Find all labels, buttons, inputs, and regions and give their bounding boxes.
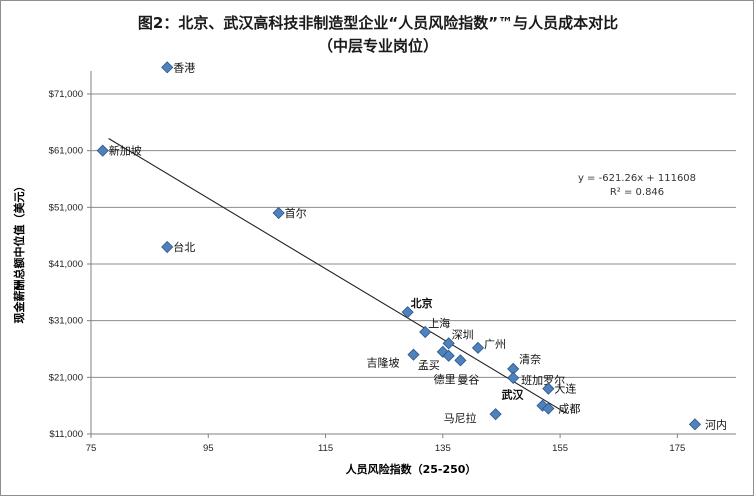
data-point-marker [407, 348, 420, 361]
data-point-label: 成都 [558, 403, 580, 416]
x-tick-label: 115 [318, 443, 333, 454]
y-tick-label: $61,000 [49, 146, 83, 157]
data-point-marker [507, 371, 520, 384]
data-point-label: 大连 [554, 382, 576, 396]
x-tick-label: 75 [86, 443, 97, 454]
data-point-label: 北京 [411, 296, 433, 310]
x-tick-labels: 75 95 115 135 155 175 [86, 434, 685, 454]
data-point-marker [542, 402, 555, 415]
x-axis-title: 人员风险指数（25-250） [346, 462, 477, 476]
data-point-marker [401, 306, 414, 319]
data-point-label: 香港 [173, 61, 195, 74]
y-tick-label: $31,000 [49, 316, 83, 327]
y-tick-label: $71,000 [49, 89, 83, 100]
data-point-label: 新加坡 [109, 144, 142, 158]
y-tick-label: $11,000 [49, 429, 83, 440]
data-point-label: 德里 [434, 372, 456, 386]
trendline-equation: y = -621.26x + 111608 [578, 173, 696, 184]
y-tick-label: $51,000 [49, 202, 83, 213]
trendline [108, 138, 567, 414]
data-point-marker [442, 349, 455, 362]
data-point-label: 武汉 [502, 388, 525, 402]
chart-title: 图2：北京、武汉高科技非制造型企业“人员风险指数”™与人员成本对比 [138, 14, 618, 32]
data-point-label: 马尼拉 [444, 411, 477, 425]
data-point-label: 吉隆坡 [367, 356, 400, 370]
x-tick-label: 95 [203, 443, 214, 454]
gridlines [91, 93, 736, 378]
data-point-label: 台北 [173, 240, 195, 254]
data-point-marker [96, 144, 109, 157]
data-point-marker [542, 382, 555, 395]
x-tick-label: 175 [669, 443, 685, 454]
data-point-marker [454, 354, 467, 367]
y-tick-labels: $11,000 $21,000 $31,000 $41,000 $51,000 $61,0… [49, 89, 91, 440]
chart-subtitle: （中层专业岗位） [318, 37, 438, 55]
data-point-label: 河内 [705, 417, 727, 431]
x-tick-label: 155 [552, 443, 568, 454]
data-point-label: 首尔 [285, 206, 307, 220]
y-tick-label: $21,000 [49, 372, 83, 383]
data-point-label: 广州 [484, 338, 506, 351]
y-tick-label: $41,000 [49, 259, 83, 270]
data-point-label: 清奈 [519, 352, 541, 366]
data-point-label: 深圳 [452, 328, 474, 341]
y-axis-title: 现金薪酬总额中位值（美元） [12, 181, 26, 324]
data-point-marker [272, 206, 285, 220]
trendline-r-squared: R² = 0.846 [610, 187, 664, 198]
data-point-marker [161, 61, 174, 74]
data-point-label: 曼谷 [457, 373, 479, 386]
data-point-marker [419, 325, 432, 339]
data-point-label: 班加罗尔 [521, 374, 565, 387]
data-point-marker [161, 240, 174, 254]
data-point-label: 孟买 [418, 359, 440, 372]
data-point-marker [442, 337, 455, 350]
data-point-label: 上海 [428, 316, 450, 330]
trendline-group [108, 138, 567, 414]
data-point-marker [471, 341, 485, 354]
x-tick-label: 135 [435, 443, 451, 454]
data-point-marker [489, 408, 502, 421]
data-point-marker [688, 418, 702, 431]
